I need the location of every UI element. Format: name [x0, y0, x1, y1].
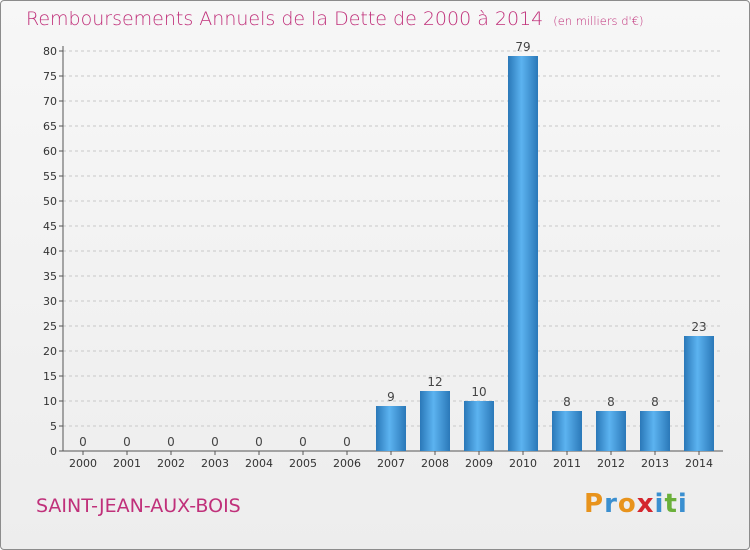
data-label: 0: [123, 435, 131, 449]
y-tick-label: 60: [43, 145, 57, 158]
logo-letter: x: [636, 489, 655, 519]
y-tick-label: 15: [43, 370, 57, 383]
logo-letter: o: [617, 489, 637, 519]
y-tick-label: 20: [43, 345, 57, 358]
x-tick-label: 2009: [465, 457, 493, 470]
bars: [376, 56, 714, 451]
data-label: 9: [387, 390, 395, 404]
bar: [508, 56, 538, 451]
city-name: SAINT-JEAN-AUX-BOIS: [36, 495, 241, 517]
y-tick-label: 5: [50, 420, 57, 433]
x-tick-label: 2000: [69, 457, 97, 470]
bar: [376, 406, 406, 451]
data-label: 8: [607, 395, 615, 409]
data-label: 8: [651, 395, 659, 409]
x-tick-label: 2004: [245, 457, 273, 470]
x-tick-label: 2014: [685, 457, 713, 470]
chart-subtitle: (en milliers d'€): [553, 14, 644, 28]
chart-title: Remboursements Annuels de la Dette de 20…: [26, 8, 643, 30]
logo-letter: r: [604, 489, 618, 519]
y-tick-label: 40: [43, 245, 57, 258]
y-tick-label: 35: [43, 270, 57, 283]
data-label: 23: [691, 320, 706, 334]
x-tick-label: 2003: [201, 457, 229, 470]
data-label: 0: [79, 435, 87, 449]
data-label: 8: [563, 395, 571, 409]
logo-letter: t: [664, 489, 678, 519]
x-tick-label: 2005: [289, 457, 317, 470]
bar: [640, 411, 670, 451]
logo-letter: P: [584, 489, 605, 519]
x-tick-label: 2007: [377, 457, 405, 470]
data-label: 79: [515, 40, 530, 54]
bar: [420, 391, 450, 451]
y-tick-label: 80: [43, 45, 57, 58]
y-tick-label: 30: [43, 295, 57, 308]
data-label: 12: [427, 375, 442, 389]
x-tick-label: 2013: [641, 457, 669, 470]
x-tick-label: 2008: [421, 457, 449, 470]
bar: [552, 411, 582, 451]
x-tick-label: 2010: [509, 457, 537, 470]
bar: [596, 411, 626, 451]
y-tick-label: 45: [43, 220, 57, 233]
x-tick-label: 2011: [553, 457, 581, 470]
logo-letter: i: [654, 489, 665, 519]
labels: 2000 0 2001 0 2002 0 2003 0 2004 0 2005 0 2006 0 2007 9…: [69, 40, 713, 470]
y-tick-label: 55: [43, 170, 57, 183]
x-tick-label: 2006: [333, 457, 361, 470]
x-tick-label: 2002: [157, 457, 185, 470]
grid-lines: [63, 50, 723, 427]
data-label: 0: [167, 435, 175, 449]
y-tick-label: 70: [43, 95, 57, 108]
x-tick-label: 2001: [113, 457, 141, 470]
data-label: 0: [255, 435, 263, 449]
y-tick-label: 75: [43, 70, 57, 83]
y-tick-label: 10: [43, 395, 57, 408]
proxiti-logo[interactable]: Proxiti: [584, 489, 688, 519]
data-label: 0: [299, 435, 307, 449]
y-tick-label: 50: [43, 195, 57, 208]
bar: [684, 336, 714, 451]
y-tick-label: 25: [43, 320, 57, 333]
data-label: 10: [471, 385, 486, 399]
y-tick-label: 65: [43, 120, 57, 133]
logo-letter: i: [677, 489, 688, 519]
y-tick-label: 0: [50, 445, 57, 458]
x-tick-label: 2012: [597, 457, 625, 470]
data-label: 0: [211, 435, 219, 449]
bar: [464, 401, 494, 451]
chart-title-text: Remboursements Annuels de la Dette de 20…: [26, 8, 544, 30]
data-label: 0: [343, 435, 351, 449]
